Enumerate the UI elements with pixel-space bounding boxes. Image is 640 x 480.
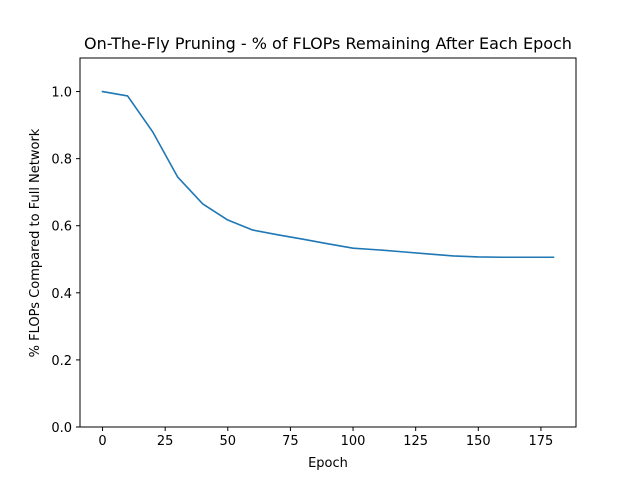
y-tick-label: 1.0 <box>51 86 72 101</box>
series-layer <box>101 90 555 259</box>
x-tick-label: 0 <box>98 434 106 449</box>
y-tick-label: 0.8 <box>51 153 72 168</box>
y-tick-label: 0.4 <box>51 287 72 302</box>
series-line <box>101 90 555 259</box>
y-tick-label: 0.6 <box>51 220 72 235</box>
chart-title: On-The-Fly Pruning - % of FLOPs Remainin… <box>84 34 572 53</box>
x-tick-label: 100 <box>341 434 366 449</box>
y-tick-label: 0.0 <box>51 421 72 436</box>
plot-area-frame <box>79 57 577 428</box>
x-tick-label: 175 <box>529 434 554 449</box>
x-tick-label: 150 <box>466 434 491 449</box>
x-tick-label: 50 <box>220 434 237 449</box>
y-axis-ticks: 0.0 0.2 0.4 0.6 0.8 1.0 <box>51 86 80 436</box>
x-axis-ticks: 0 25 50 75 100 125 150 175 <box>98 427 553 449</box>
x-tick-label: 75 <box>282 434 299 449</box>
x-tick-label: 125 <box>403 434 428 449</box>
x-axis-label: Epoch <box>308 456 348 471</box>
y-tick-label: 0.2 <box>51 354 72 369</box>
y-axis-label: % FLOPs Compared to Full Network <box>28 128 43 357</box>
x-tick-label: 25 <box>157 434 174 449</box>
